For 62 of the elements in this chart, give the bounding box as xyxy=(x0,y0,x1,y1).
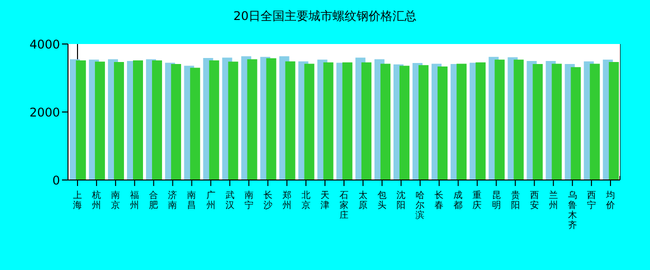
bar xyxy=(418,65,429,180)
x-tick-label: 哈尔滨 xyxy=(416,190,425,221)
bar xyxy=(342,62,352,180)
x-tick-label: 石家庄 xyxy=(340,191,348,221)
bar xyxy=(456,64,467,180)
x-tick-label: 南宁 xyxy=(244,190,254,211)
bar xyxy=(361,62,372,180)
bar xyxy=(514,60,524,180)
bar xyxy=(247,59,258,180)
bar xyxy=(399,66,410,180)
y-tick-label: 0 xyxy=(52,173,60,188)
x-tick-label: 乌鲁木齐 xyxy=(568,190,577,231)
x-tick-label: 昆明 xyxy=(492,190,501,211)
bar xyxy=(570,67,581,180)
x-tick-label: 武汉 xyxy=(225,190,234,211)
x-tick-label: 西安 xyxy=(530,191,539,211)
x-tick-label: 成都 xyxy=(454,190,463,211)
bar xyxy=(476,62,486,180)
x-tick-label: 济南 xyxy=(168,190,178,211)
bar xyxy=(228,62,238,180)
bar xyxy=(380,64,390,180)
x-tick-label: 兰州 xyxy=(548,190,558,211)
x-tick-label: 福州 xyxy=(130,190,140,211)
bar xyxy=(285,61,296,180)
bar xyxy=(152,60,162,180)
x-tick-label: 均价 xyxy=(604,190,615,211)
x-tick-label: 南京 xyxy=(111,190,120,211)
x-tick-label: 长沙 xyxy=(263,190,272,211)
x-tick-label: 广州 xyxy=(206,190,216,211)
bar xyxy=(323,62,334,180)
x-tick-label: 北京 xyxy=(301,190,310,211)
bar xyxy=(590,64,600,180)
bar xyxy=(494,60,505,180)
chart-title: 20日全国主要城市螺纹钢价格汇总 xyxy=(232,8,418,25)
x-tick-label: 上海 xyxy=(73,190,82,211)
x-tick-label: 贵阳 xyxy=(510,190,520,211)
bar xyxy=(76,60,86,180)
bar xyxy=(608,62,619,180)
bar xyxy=(438,66,448,180)
x-tick-label: 长春 xyxy=(434,190,444,211)
x-tick-label: 包头 xyxy=(378,190,387,211)
x-tick-label: 西宁 xyxy=(586,191,596,211)
x-tick-label: 天津 xyxy=(320,190,330,211)
x-tick-label: 郑州 xyxy=(282,190,292,211)
x-tick-label: 杭州 xyxy=(91,190,102,211)
bar xyxy=(209,60,220,180)
x-tick-label: 合肥 xyxy=(149,190,158,211)
bar xyxy=(304,64,314,180)
bar xyxy=(190,68,200,180)
x-tick-label: 重庆 xyxy=(472,190,482,211)
bar xyxy=(552,64,562,180)
bar xyxy=(532,64,543,180)
bar xyxy=(114,62,124,180)
x-tick-label: 南昌 xyxy=(187,190,196,211)
bar xyxy=(133,60,144,180)
x-tick-label: 沈阳 xyxy=(396,190,406,211)
x-tick-label: 太原 xyxy=(358,190,368,211)
bar xyxy=(171,64,182,180)
bar xyxy=(266,58,276,180)
bar xyxy=(94,62,105,180)
y-tick-label: 4000 xyxy=(29,37,60,52)
y-tick-label: 2000 xyxy=(29,105,60,120)
